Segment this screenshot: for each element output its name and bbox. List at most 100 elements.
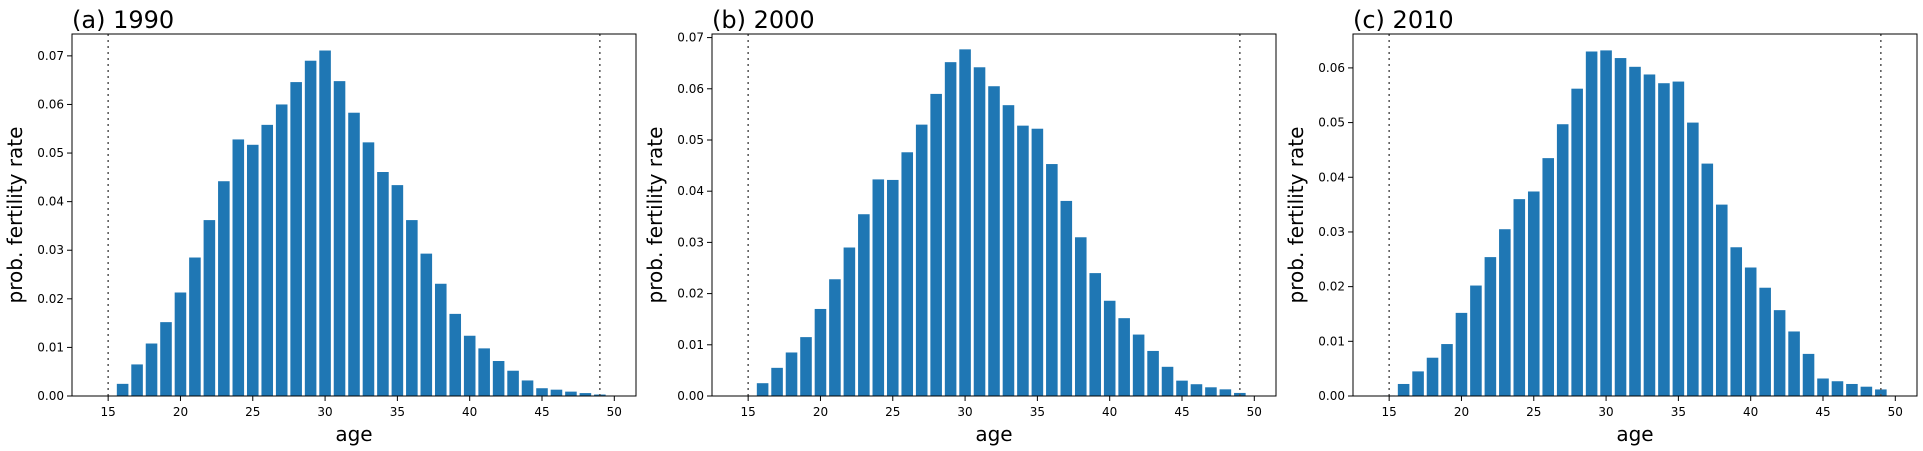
bar-age-40	[1744, 267, 1757, 396]
x-tick-label: 20	[1454, 405, 1469, 419]
bar-age-45	[1176, 380, 1188, 396]
bar-age-16	[116, 383, 129, 396]
bar-age-44	[1802, 353, 1815, 396]
bar-age-35	[391, 185, 404, 396]
bar-age-44	[1161, 366, 1174, 396]
bar-age-38	[1715, 204, 1728, 396]
y-tick-label: 0.02	[677, 287, 704, 301]
bar-age-19	[160, 322, 172, 396]
bar-age-29	[304, 60, 317, 396]
x-tick-label: 30	[957, 405, 972, 419]
bar-age-43	[1147, 350, 1159, 396]
x-tick-label: 15	[101, 405, 116, 419]
axes-frame	[71, 33, 637, 397]
y-tick-label: 0.00	[37, 389, 64, 403]
bar-age-37	[1060, 200, 1073, 396]
y-tick-label: 0.05	[37, 146, 64, 160]
bar-age-25	[1527, 191, 1540, 396]
bar-age-40	[1103, 300, 1116, 396]
x-tick-label: 40	[1743, 405, 1758, 419]
bar-age-37	[420, 253, 433, 396]
chart-panel-2010: 15 20 25 30 35 40 45 50 0.00 0.01 0.02 0.03 0.04 0.05…	[1284, 6, 1918, 446]
bar-age-46	[1190, 384, 1203, 396]
bar-age-24	[1513, 199, 1526, 396]
x-tick-label: 50	[1888, 405, 1903, 419]
y-tick-label: 0.06	[677, 82, 704, 96]
bar-age-42	[492, 361, 505, 396]
y-tick-label: 0.02	[37, 292, 64, 306]
x-tick-label: 30	[317, 405, 332, 419]
bar-age-32	[1629, 66, 1641, 396]
y-axis-label: prob. fertility rate	[643, 127, 667, 304]
bar-age-36	[1687, 122, 1699, 396]
bar-age-23	[1499, 229, 1511, 396]
x-tick-label: 35	[1030, 405, 1045, 419]
bar-age-33	[1002, 105, 1015, 397]
bar-age-42	[1132, 334, 1145, 396]
y-tick-label: 0.03	[1318, 225, 1345, 239]
y-tick-label: 0.04	[37, 195, 64, 209]
bar-age-44	[521, 380, 534, 396]
bar-age-27	[275, 104, 288, 397]
x-tick-label: 45	[1815, 405, 1830, 419]
bar-age-33	[1643, 74, 1656, 396]
bar-age-48	[1219, 389, 1232, 396]
bar-age-18	[785, 352, 798, 396]
bar-age-27	[1556, 124, 1569, 396]
y-tick-label: 0.01	[677, 338, 704, 352]
x-tick-label: 25	[245, 405, 260, 419]
axes-frame	[1352, 33, 1918, 397]
x-tick-label: 40	[1102, 405, 1117, 419]
bar-age-46	[1831, 381, 1844, 396]
bar-age-35	[1031, 128, 1044, 396]
bar-age-36	[406, 220, 418, 396]
y-tick-label: 0.07	[677, 31, 704, 45]
bar-age-40	[463, 335, 476, 396]
bar-age-47	[1205, 387, 1217, 396]
bar-age-47	[1846, 383, 1858, 396]
bar-age-21	[829, 279, 841, 396]
x-axis-label: age	[975, 422, 1012, 446]
bar-age-27	[915, 124, 928, 396]
x-tick-label: 30	[1598, 405, 1613, 419]
y-tick-label: 0.06	[37, 97, 64, 111]
chart-title: (b) 2000	[712, 6, 815, 34]
bar-age-37	[1701, 163, 1714, 396]
x-tick-label: 15	[1382, 405, 1397, 419]
x-tick-label: 40	[462, 405, 477, 419]
bar-age-35	[1672, 81, 1685, 396]
bar-age-16	[1397, 383, 1410, 396]
y-tick-label: 0.00	[1318, 389, 1345, 403]
chart-title: (a) 1990	[72, 6, 174, 34]
bar-age-23	[218, 181, 230, 396]
y-axis-label: prob. fertility rate	[3, 127, 27, 304]
bar-age-46	[550, 389, 563, 396]
bar-age-28	[290, 82, 302, 396]
bar-age-20	[1455, 312, 1468, 396]
bar-age-24	[232, 139, 245, 396]
bar-age-43	[1788, 331, 1800, 396]
y-axis-label: prob. fertility rate	[1284, 127, 1308, 304]
x-tick-label: 20	[813, 405, 828, 419]
bar-age-29	[944, 62, 957, 396]
y-tick-label: 0.06	[1318, 61, 1345, 75]
bar-age-22	[843, 247, 856, 396]
axes-frame	[711, 33, 1277, 397]
bar-age-38	[434, 283, 447, 396]
bar-age-30	[1600, 50, 1612, 397]
x-tick-label: 45	[1174, 405, 1189, 419]
bar-age-19	[800, 337, 812, 396]
bar-age-31	[1614, 58, 1627, 397]
bar-age-39	[1730, 247, 1743, 396]
y-tick-label: 0.02	[1318, 280, 1345, 294]
bar-age-33	[362, 142, 375, 396]
x-axis-label: age	[1616, 422, 1653, 446]
chart-panel-1990: 15 20 25 30 35 40 45 50 0.00 0.01 0.02 0.03 0.04 0.05…	[3, 6, 637, 446]
bar-age-48	[579, 393, 592, 396]
bar-age-31	[973, 67, 986, 396]
y-tick-label: 0.00	[677, 389, 704, 403]
bar-age-29	[1585, 51, 1598, 396]
bar-age-18	[1426, 357, 1439, 396]
bar-age-32	[988, 86, 1000, 396]
